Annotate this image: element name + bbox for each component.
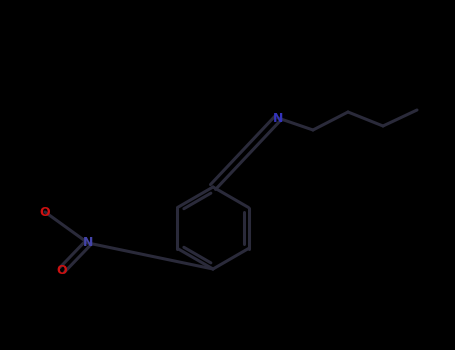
Text: N: N	[273, 112, 283, 125]
Text: N: N	[83, 237, 93, 250]
Text: O: O	[40, 205, 51, 218]
Text: O: O	[57, 264, 67, 276]
